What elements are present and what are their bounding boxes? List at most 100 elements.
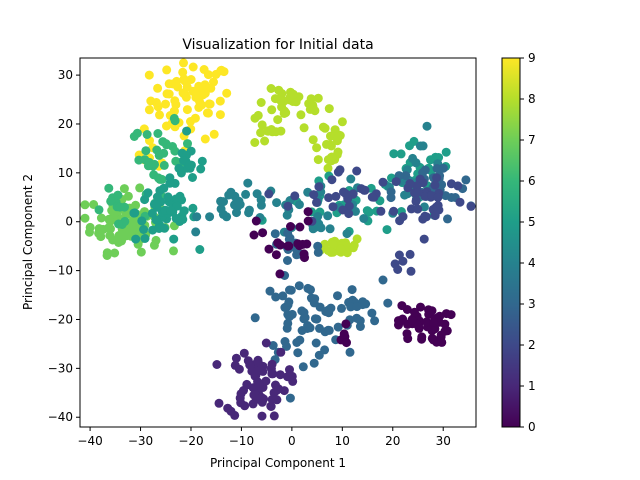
scatter-point — [299, 308, 309, 317]
scatter-point — [114, 238, 123, 247]
y-tick-label: −30 — [48, 361, 73, 375]
scatter-point — [337, 303, 346, 313]
scatter-point — [266, 84, 276, 93]
colorbar-tick: 4 — [520, 256, 536, 270]
scatter-point — [131, 234, 141, 244]
scatter-point — [293, 348, 303, 358]
scatter-point — [105, 231, 115, 241]
scatter-point — [466, 201, 476, 211]
scatter-point — [135, 183, 145, 193]
scatter-point — [205, 99, 215, 109]
scatter-point — [345, 347, 355, 357]
scatter-point — [285, 365, 294, 375]
scatter-point — [312, 314, 322, 324]
x-tick-label: 20 — [385, 434, 400, 448]
scatter-point — [216, 204, 226, 214]
scatter-point — [351, 206, 360, 216]
scatter-point — [188, 173, 197, 182]
scatter-point — [294, 281, 304, 291]
scatter-point — [303, 216, 313, 226]
scatter-point — [359, 214, 369, 223]
scatter-point — [293, 239, 303, 249]
scatter-point — [234, 196, 244, 206]
scatter-point — [128, 223, 138, 232]
scatter-point — [286, 222, 295, 231]
scatter-point — [256, 200, 266, 210]
scatter-point — [314, 182, 324, 192]
scatter-point — [155, 186, 165, 196]
scatter-point — [299, 123, 309, 133]
scatter-point — [272, 198, 282, 208]
scatter-point — [397, 301, 407, 311]
scatter-point — [406, 204, 416, 214]
scatter-point — [333, 291, 342, 301]
plot-frame — [79, 57, 477, 428]
colorbar-ticks: 0 1 2 3 4 5 6 7 8 9 — [520, 51, 536, 434]
scatter-point — [267, 359, 277, 369]
scatter-point — [256, 98, 266, 107]
scatter-point — [312, 143, 322, 153]
scatter-point — [272, 385, 282, 395]
scatter-point — [195, 245, 205, 254]
scatter-point — [178, 88, 188, 98]
x-tick-label: 10 — [335, 434, 350, 448]
scatter-point — [413, 187, 423, 197]
scatter-point — [281, 108, 291, 118]
scatter-point — [360, 185, 370, 195]
scatter-point — [411, 195, 421, 205]
scatter-point — [252, 189, 262, 199]
scatter-point — [271, 292, 281, 302]
scatter-point — [324, 325, 334, 335]
scatter-point — [413, 204, 423, 214]
scatter-point — [290, 191, 300, 201]
x-tick-label: 30 — [436, 434, 451, 448]
y-tick: 10 — [58, 166, 80, 180]
scatter-point — [306, 285, 315, 295]
scatter-point — [280, 337, 290, 346]
scatter-point — [94, 205, 104, 215]
scatter-point — [222, 88, 232, 98]
scatter-point — [162, 65, 172, 75]
x-tick: 10 — [335, 427, 350, 448]
scatter-point — [245, 360, 255, 370]
scatter-point — [203, 70, 213, 80]
scatter-point — [300, 253, 309, 263]
scatter-point — [418, 141, 428, 151]
scatter-point — [258, 228, 268, 238]
y-axis-ticks: −40 −30 −20 −10 0 10 20 30 — [48, 68, 80, 424]
scatter-point — [461, 175, 471, 185]
scatter-point — [303, 207, 313, 217]
scatter-point — [162, 89, 172, 99]
scatter-point — [283, 318, 293, 328]
scatter-point — [244, 205, 254, 215]
scatter-point — [151, 98, 161, 107]
colorbar-tick-label: 1 — [528, 379, 536, 393]
scatter-point — [324, 104, 334, 114]
scatter-point — [142, 130, 152, 139]
scatter-point — [333, 132, 343, 142]
scatter-point — [342, 338, 351, 348]
colorbar-tick-label: 7 — [528, 133, 536, 147]
scatter-point — [153, 129, 163, 138]
scatter-point — [308, 135, 318, 145]
scatter-point — [191, 227, 201, 237]
x-tick-label: −20 — [178, 434, 203, 448]
scatter-point — [364, 207, 374, 217]
scatter-point — [160, 223, 169, 233]
scatter-point — [407, 315, 417, 325]
scatter-point — [347, 285, 357, 295]
scatter-point — [344, 201, 354, 211]
scatter-point — [202, 108, 212, 118]
x-axis-ticks: −40 −30 −20 −10 0 10 20 30 — [77, 427, 451, 448]
scatter-point — [331, 191, 341, 201]
scatter-point — [391, 177, 401, 187]
scatter-point — [251, 216, 261, 226]
scatter-point — [432, 164, 442, 173]
scatter-point — [158, 137, 168, 147]
scatter-point — [172, 201, 182, 211]
y-tick-label: −40 — [48, 410, 73, 424]
scatter-point — [415, 174, 425, 184]
scatter-point — [323, 211, 333, 221]
scatter-point — [113, 190, 123, 200]
